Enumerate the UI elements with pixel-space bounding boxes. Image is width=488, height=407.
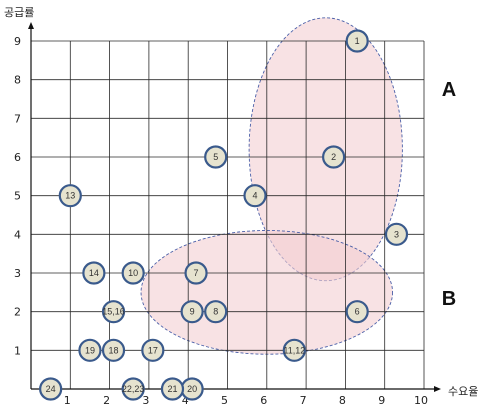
data-point-label: 8 [213,307,218,317]
data-point-label: 9 [190,307,195,317]
x-tick-label: 8 [339,394,346,407]
group-label-a: A [442,79,456,101]
data-point: 21 [160,377,185,401]
x-axis-arrow [434,386,441,392]
y-tick-label: 4 [14,228,21,241]
data-point: 8 [204,300,228,324]
data-point: 5 [204,145,228,169]
data-point-marker [180,300,204,324]
y-tick-label: 8 [14,74,21,87]
x-tick-label: 7 [300,394,307,407]
data-point: 15,16 [101,300,126,324]
data-point-marker [82,261,106,285]
data-point-label: 17 [148,345,158,355]
x-tick-label: 6 [260,394,267,407]
data-point-label: 15,16 [102,307,125,317]
y-tick-label: 1 [14,344,21,357]
data-point-label: 21 [167,384,177,394]
data-point-marker [101,300,126,324]
data-point: 22,23 [121,377,145,401]
data-points: 1 2 3 4 5 6 7 8 9 10 11,12 13 14 15,16 17 18 19 20 21 22,23… [39,29,409,401]
data-point-label: 3 [394,229,399,239]
x-axis-title: 수요율 [448,385,478,398]
data-point: 2 [322,145,346,169]
group-labels: AB [442,79,456,310]
y-tick-label: 2 [14,306,21,319]
data-point-marker [322,145,346,169]
data-point-marker [78,338,102,362]
data-point-marker [282,338,306,362]
data-point: 20 [180,377,204,401]
data-point-marker [345,29,369,53]
data-point-marker [184,261,208,285]
x-tick-label: 10 [414,394,428,407]
grid [31,40,425,389]
data-point-label: 24 [46,384,56,394]
data-point-label: 19 [85,345,95,355]
data-point-label: 11,12 [283,345,305,355]
y-axis-arrow [28,22,34,29]
data-point-label: 13 [65,191,75,201]
tick-labels: 1 2 3 4 5 6 7 8 9 10 1 2 3 4 5 6 7 8 9 [14,35,428,407]
data-point: 9 [180,300,204,324]
data-point-label: 1 [355,36,360,46]
data-point: 13 [58,184,82,208]
data-point-label: 10 [128,268,138,278]
data-point: 3 [384,222,409,246]
y-tick-label: 3 [14,267,21,280]
data-point-marker [121,261,145,285]
data-point-marker [39,377,63,401]
data-point: 11,12 [282,338,306,362]
x-tick-label: 4 [182,394,189,407]
x-tick-label: 9 [378,394,385,407]
data-point-marker [141,338,165,362]
data-point-label: 2 [331,152,336,162]
axes [28,22,441,392]
data-point-label: 14 [89,268,99,278]
y-axis-title: 공급률 [4,6,34,19]
y-tick-label: 6 [14,151,21,164]
data-point: 6 [345,300,369,324]
data-point-label: 4 [253,191,258,201]
data-point: 14 [82,261,106,285]
data-point-label: 7 [194,268,199,278]
data-point-label: 5 [213,152,218,162]
x-tick-label: 1 [64,394,71,407]
x-tick-label: 2 [103,394,110,407]
data-point-label: 20 [187,384,197,394]
x-tick-label: 3 [142,394,149,407]
data-point-marker [101,338,126,362]
y-tick-label: 7 [14,112,21,125]
data-point-marker [345,300,369,324]
data-point-label: 22,23 [122,384,145,394]
data-point-marker [58,184,82,208]
y-tick-label: 5 [14,190,21,203]
data-point: 4 [243,184,267,208]
data-point: 24 [39,377,63,401]
data-point-label: 18 [109,345,119,355]
data-point-marker [121,377,145,401]
data-point: 10 [121,261,145,285]
x-tick-label: 5 [221,394,228,407]
data-point: 18 [101,338,126,362]
data-point-marker [204,300,228,324]
data-point-marker [160,377,185,401]
data-point-marker [204,145,228,169]
data-point-marker [384,222,409,246]
data-point: 7 [184,261,208,285]
y-tick-label: 9 [14,35,21,48]
data-point-label: 6 [355,307,360,317]
data-point-marker [243,184,267,208]
data-point: 19 [78,338,102,362]
data-point: 1 [345,29,369,53]
group-label-b: B [442,288,456,310]
data-point: 17 [141,338,165,362]
